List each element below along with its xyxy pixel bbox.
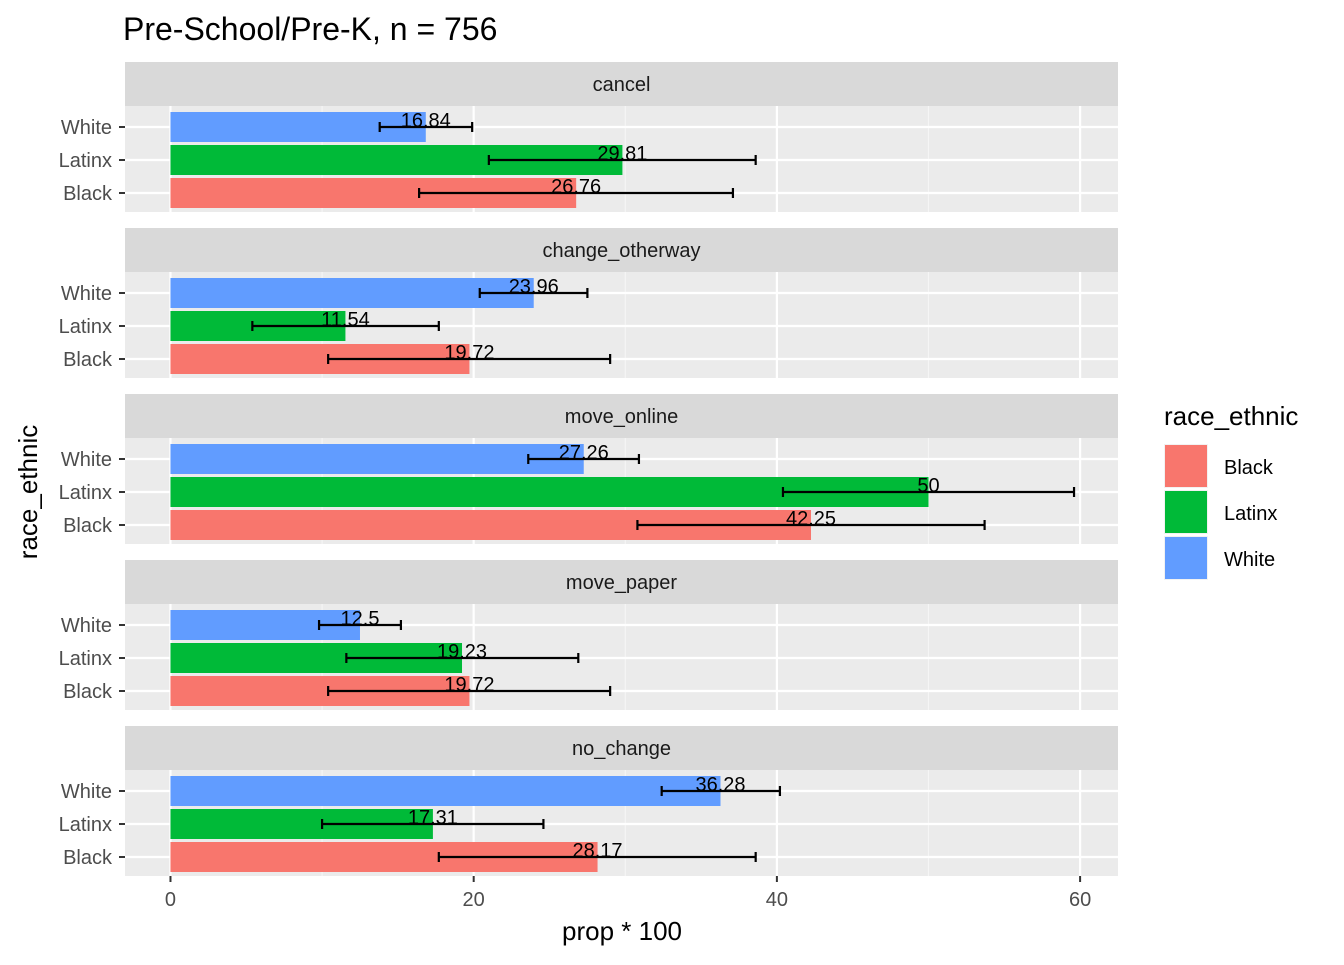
y-tick-label: White <box>61 781 112 803</box>
x-tick-label: 60 <box>1069 889 1091 911</box>
data-label: 36.28 <box>695 774 745 796</box>
data-label: 19.72 <box>444 342 494 364</box>
y-tick-label: White <box>61 117 112 139</box>
facet-strip <box>125 228 1118 272</box>
facet-strip <box>125 62 1118 106</box>
y-tick-label: Black <box>63 349 113 371</box>
data-label: 28.17 <box>573 840 623 862</box>
data-label: 23.96 <box>509 276 559 298</box>
facet-strip-label: move_online <box>565 406 678 428</box>
y-tick-label: Latinx <box>59 150 112 172</box>
y-tick-label: Black <box>63 515 113 537</box>
legend-swatch-black <box>1165 445 1207 487</box>
data-label: 26.76 <box>551 176 601 198</box>
bar-no_change-white <box>170 776 721 806</box>
data-label: 50 <box>917 475 939 497</box>
y-tick-label: Latinx <box>59 648 112 670</box>
facet-strip-label: move_paper <box>566 572 678 594</box>
x-tick-label: 40 <box>766 889 788 911</box>
x-axis-title: prop * 100 <box>562 916 682 946</box>
facet-no_change: no_change White Latinx Black 36.28 17.31 28.17 <box>59 726 1118 876</box>
legend-title: race_ethnic <box>1164 401 1298 431</box>
facet-move_paper: move_paper White Latinx Black 12.5 19.23 19.72 <box>59 560 1118 710</box>
legend-label-latinx: Latinx <box>1224 503 1277 525</box>
y-tick-label: Latinx <box>59 482 112 504</box>
data-label: 29.81 <box>597 143 647 165</box>
facet-strip-label: no_change <box>572 738 671 760</box>
x-axis: 0 20 40 60 <box>165 876 1091 911</box>
plot-title: Pre-School/Pre-K, n = 756 <box>123 11 497 47</box>
data-label: 17.31 <box>408 807 458 829</box>
y-tick-label: White <box>61 449 112 471</box>
data-label: 19.72 <box>444 674 494 696</box>
facet-strip-label: change_otherway <box>543 240 701 262</box>
data-label: 27.26 <box>559 442 609 464</box>
data-label: 11.54 <box>321 309 370 331</box>
y-tick-label: Black <box>63 847 113 869</box>
facet-strip <box>125 726 1118 770</box>
data-label: 16.84 <box>401 110 451 132</box>
y-tick-label: Black <box>63 183 113 205</box>
bar-change_otherway-white <box>170 278 534 308</box>
facet-cancel: cancel White Latinx Black 16.84 29.81 26.76 <box>59 62 1118 212</box>
x-tick-label: 20 <box>463 889 485 911</box>
y-tick-label: Latinx <box>59 814 112 836</box>
y-tick-label: White <box>61 615 112 637</box>
facet-change_otherway: change_otherway White Latinx Black 23.96 11.5… <box>59 228 1118 378</box>
data-label: 12.5 <box>341 608 380 630</box>
facet-strip <box>125 394 1118 438</box>
facet-strip-label: cancel <box>593 74 651 96</box>
legend-label-white: White <box>1224 549 1275 571</box>
x-tick-label: 0 <box>165 889 176 911</box>
data-label: 42.25 <box>786 508 836 530</box>
legend-swatch-latinx <box>1165 491 1207 533</box>
facets-layer: cancel White Latinx Black 16.84 29.81 26.76 cha… <box>59 62 1118 876</box>
legend-label-black: Black <box>1224 457 1274 479</box>
data-label: 19.23 <box>437 641 487 663</box>
facet-strip <box>125 560 1118 604</box>
y-tick-label: Latinx <box>59 316 112 338</box>
legend-swatch-white <box>1165 537 1207 579</box>
y-tick-label: Black <box>63 681 113 703</box>
bar-move_online-white <box>170 444 584 474</box>
facet-move_online: move_online White Latinx Black 27.26 50 42.25 <box>59 394 1118 544</box>
y-axis-title: race_ethnic <box>13 425 43 559</box>
legend: race_ethnic Black Latinx White <box>1164 401 1298 580</box>
y-tick-label: White <box>61 283 112 305</box>
